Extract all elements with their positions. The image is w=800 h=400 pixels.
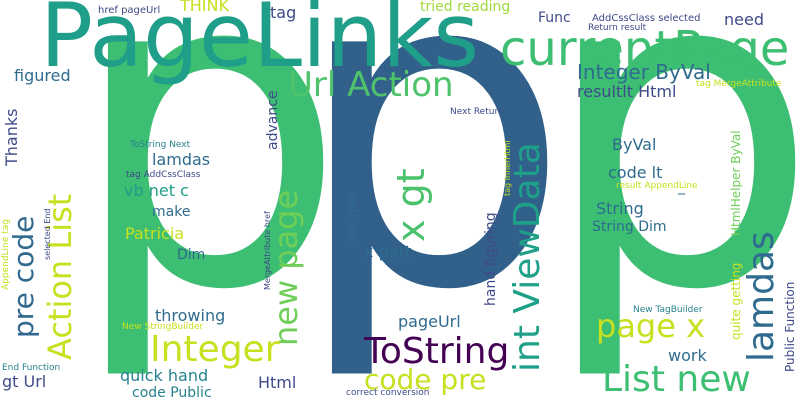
word-quick-hand: quick hand: [120, 366, 209, 385]
word-quite-getting: quite getting: [729, 262, 743, 340]
word-addcssclass-selected: AddCssClass selected: [592, 13, 701, 24]
word-correct-conversion: correct conversion: [346, 388, 430, 398]
word-p-center: p: [292, 0, 572, 386]
word-make: make: [152, 204, 191, 220]
word-public-function: Public Function: [783, 281, 797, 372]
word-tag: tag: [270, 3, 297, 22]
word-tostring: ToString: [364, 331, 510, 372]
word-selected-end: selected End: [43, 208, 52, 260]
word-x-gt: x gt: [389, 168, 433, 242]
word-lamdas-real: lamdas: [152, 150, 211, 169]
word-defined: defined: [345, 191, 361, 244]
word-tag-mergeattribute: tag MergeAttribute: [696, 79, 782, 89]
word-tag-innerhtml: tag InnerHtml: [503, 140, 512, 196]
word-pre-code: pre code: [7, 215, 40, 338]
word-p-left: p: [68, 0, 348, 386]
word-int-viewdata: int ViewData: [507, 142, 548, 372]
word-x-part: x part: [364, 242, 412, 261]
word-advance: advance: [265, 90, 281, 150]
word-return-result: Return result: [588, 23, 647, 33]
word-appendline-tag: AppendLine tag: [1, 219, 11, 290]
word-hand-figuring: hand figuring: [483, 212, 499, 306]
word-totalpages: lamdas: [741, 231, 782, 362]
word-new-tagbuilder: New TagBuilder: [633, 305, 703, 315]
word-string: String: [596, 199, 644, 218]
word-href-pageurl: href pageUrl: [98, 5, 161, 16]
word-code-public: code Public: [132, 385, 212, 400]
word-pageurl: pageUrl: [398, 312, 461, 331]
word-dim: Dim: [177, 247, 206, 263]
word-throwing: throwing: [155, 306, 226, 325]
word-list-new: List new: [602, 359, 751, 400]
word-integer-byval: Integer ByVal: [577, 60, 711, 84]
word-patricia: Patricia: [125, 224, 185, 243]
word-mergeattribute-href: MergeAttribute href: [263, 211, 272, 290]
word-page-x: page x: [596, 307, 706, 345]
word-result-appendline: result AppendLine: [616, 181, 698, 191]
word-p-right: p: [540, 0, 800, 386]
word-tag-addcssclass: tag AddCssClass: [126, 170, 201, 180]
word-func: Func: [538, 10, 571, 26]
word-need: need: [724, 10, 764, 29]
word-byval: ByVal: [612, 135, 657, 154]
word-end-function: End Function: [2, 363, 61, 373]
word-underscore: _: [678, 179, 685, 195]
word-htmlhelper-byval: HtmlHelper ByVal: [729, 130, 743, 236]
word-currentpage: currentPage: [500, 21, 790, 77]
word-new-stringbuilder: New StringBuilder: [122, 322, 204, 332]
word-new-page: new page: [267, 189, 305, 346]
word-figured: figured: [14, 66, 71, 85]
word-code-pre: code pre: [364, 363, 487, 396]
word-string-dim: String Dim: [592, 219, 667, 235]
word-think: THINK: [180, 0, 229, 15]
word-next-return: Next Return: [450, 107, 504, 117]
word-thanks: Thanks: [2, 108, 21, 166]
word-tried-reading: tried reading: [420, 0, 511, 15]
word-url-action: Url Action: [288, 65, 454, 105]
word-resultlt-html: resultlt Html: [577, 82, 677, 101]
word-integer: Integer: [150, 329, 280, 370]
word-pagelinks: PageLinks: [40, 0, 480, 87]
word-code-lt: code lt: [608, 163, 663, 182]
word-work: work: [668, 346, 707, 365]
word-tostring-next: ToString Next: [130, 140, 191, 150]
word-gt-url: gt Url: [2, 372, 47, 391]
word-html: Html: [258, 373, 297, 392]
word-vb-net-c: vb net c: [124, 181, 189, 200]
